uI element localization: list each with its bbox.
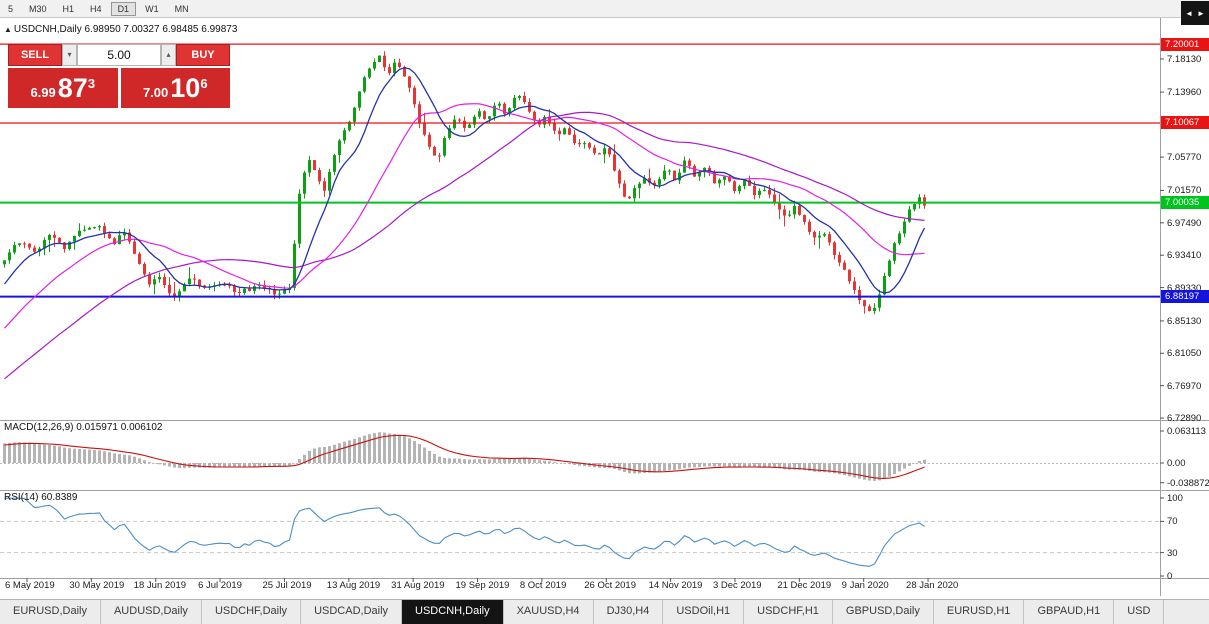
- rsi-axis-label: 0: [1167, 571, 1173, 582]
- price-axis-label: 6.76970: [1167, 380, 1202, 392]
- ma-fast-line: [3, 67, 926, 294]
- timeframe-button-mn[interactable]: MN: [174, 3, 189, 14]
- price-line-badge: 7.20001: [1161, 37, 1209, 51]
- date-axis-label: 25 Jul 2019: [262, 580, 312, 591]
- chart-tab-gbpaud-h1[interactable]: GBPAUD,H1: [1024, 600, 1115, 624]
- sell-button[interactable]: SELL: [8, 44, 62, 66]
- macd-axis-label: 0.063113: [1167, 426, 1206, 437]
- buy-button[interactable]: BUY: [176, 44, 230, 66]
- timeframe-button-5[interactable]: 5: [8, 3, 14, 14]
- chart-tab-audusd-daily[interactable]: AUDUSD,Daily: [101, 600, 202, 624]
- chart-tab-usd[interactable]: USD: [1114, 600, 1165, 624]
- ma-mid-line: [4, 103, 925, 329]
- chart-tab-xauusd-h4[interactable]: XAUUSD,H4: [504, 600, 594, 624]
- macd-axis-label: -0.038872: [1167, 477, 1209, 489]
- volume-input[interactable]: [77, 44, 161, 66]
- sell-price-sup: 3: [87, 76, 96, 91]
- price-axis-label: 6.93410: [1167, 250, 1202, 262]
- price-axis-label: 7.05770: [1167, 152, 1202, 164]
- rsi-axis-label: 30: [1167, 547, 1178, 559]
- timeframe-button-h4[interactable]: H4: [90, 3, 102, 14]
- collapse-arrow-icon[interactable]: ▲: [4, 25, 12, 34]
- chart-tab-eurusd-h1[interactable]: EURUSD,H1: [934, 600, 1025, 624]
- buy-price-sup: 6: [200, 76, 208, 91]
- rsi-line: [4, 497, 925, 567]
- macd-layer: [3, 432, 926, 481]
- tab-scroll-left-icon[interactable]: ◄: [1185, 8, 1193, 18]
- price-axis-label: 6.97490: [1167, 217, 1202, 229]
- price-line-badge: 6.88197: [1161, 290, 1209, 304]
- price-line-badge: 7.00035: [1161, 196, 1209, 210]
- price-axis-label: 6.89330: [1167, 282, 1202, 294]
- date-axis-label: 6 Jul 2019: [198, 580, 242, 591]
- chart-tab-usdcnh-daily[interactable]: USDCNH,Daily: [402, 600, 504, 624]
- price-axis-label: 6.85130: [1167, 315, 1202, 327]
- macd-axis-label: 0.00: [1167, 458, 1186, 469]
- date-axis-label: 13 Aug 2019: [326, 580, 381, 591]
- date-axis-label: 30 May 2019: [69, 580, 125, 591]
- rsi-axis-label: 100: [1167, 493, 1183, 504]
- chart-title: ▲ USDCNH,Daily 6.98950 7.00327 6.98485 6.…: [4, 24, 237, 35]
- chart-tab-usdchf-h1[interactable]: USDCHF,H1: [744, 600, 833, 624]
- date-axis-label: 28 Jan 2020: [906, 580, 959, 591]
- rsi-indicator-header: RSI(14) 60.8389: [4, 492, 78, 503]
- chart-tab-eurusd-daily[interactable]: EURUSD,Daily: [0, 600, 101, 624]
- chart-tab-usdoil-h1[interactable]: USDOil,H1: [663, 600, 745, 624]
- price-axis-label: 6.72890: [1167, 413, 1202, 425]
- volume-increase-button[interactable]: ▴: [161, 44, 176, 66]
- timeframe-button-d1[interactable]: D1: [110, 1, 137, 16]
- chart-tab-bar: EURUSD,Daily AUDUSD,Daily USDCHF,Daily USDC…: [0, 599, 1209, 624]
- date-axis-label: 18 Jun 2019: [133, 580, 187, 591]
- timeframe-button-h1[interactable]: H1: [62, 3, 75, 14]
- price-axis-label: 7.01570: [1167, 185, 1202, 197]
- chart-tab-gbpusd-daily[interactable]: GBPUSD,Daily: [833, 600, 934, 624]
- tab-scroll-buttons: ◄ ►: [1181, 1, 1209, 25]
- rsi-axis-label: 70: [1167, 516, 1178, 528]
- price-scale: 7.18130 7.13960 7.05770 7.01570 6.97490 6.934…: [1160, 18, 1209, 596]
- date-axis-label: 9 Jan 2020: [841, 580, 889, 591]
- sell-price-display[interactable]: 6.99873: [8, 68, 118, 108]
- tab-scroll-right-icon[interactable]: ►: [1197, 8, 1205, 18]
- timeframe-button-w1[interactable]: W1: [145, 3, 159, 14]
- buy-price-main: 10: [170, 73, 201, 103]
- chart-tab-usdcad-daily[interactable]: USDCAD,Daily: [301, 600, 403, 624]
- sell-price-prefix: 6.99: [30, 85, 56, 100]
- price-line-badge: 7.10067: [1161, 116, 1209, 130]
- sell-price-main: 87: [57, 73, 88, 103]
- date-axis-label: 3 Dec 2019: [712, 580, 762, 591]
- buy-price-display[interactable]: 7.00106: [120, 68, 230, 108]
- buy-price-prefix: 7.00: [142, 85, 169, 100]
- date-axis-label: 8 Oct 2019: [519, 580, 567, 591]
- price-axis-label: 7.18130: [1167, 54, 1202, 65]
- date-axis-label: 21 Dec 2019: [777, 580, 832, 591]
- date-axis-label: 19 Sep 2019: [455, 580, 510, 591]
- time-scale: 6 May 2019 30 May 2019 18 Jun 2019 6 Jul 20…: [0, 579, 1160, 595]
- chart-title-text: USDCNH,Daily 6.98950 7.00327 6.98485 6.9…: [13, 24, 238, 35]
- date-axis-label: 6 May 2019: [5, 580, 55, 591]
- ma-slow-line: [4, 111, 925, 380]
- macd-indicator-header: MACD(12,26,9) 0.015971 0.006102: [4, 422, 163, 433]
- candles-layer: [3, 51, 926, 315]
- date-axis-label: 14 Nov 2019: [648, 580, 703, 591]
- one-click-trading-panel: SELL ▾ ▴ BUY 6.99873 7.00106: [8, 44, 230, 108]
- timeframe-button-m30[interactable]: M30: [29, 3, 47, 14]
- date-axis-label: 26 Oct 2019: [584, 580, 636, 591]
- price-axis-label: 6.81050: [1167, 348, 1202, 360]
- chart-tab-usdchf-daily[interactable]: USDCHF,Daily: [202, 600, 302, 624]
- volume-decrease-button[interactable]: ▾: [62, 44, 77, 66]
- price-axis-label: 7.13960: [1167, 87, 1202, 99]
- chart-tab-dj30-h4[interactable]: DJ30,H4: [594, 600, 664, 624]
- date-axis-label: 31 Aug 2019: [391, 580, 445, 591]
- timeframe-toolbar: 5 M30 H1 H4 D1 W1 MN: [0, 0, 1209, 18]
- macd-signal-line: [4, 434, 925, 479]
